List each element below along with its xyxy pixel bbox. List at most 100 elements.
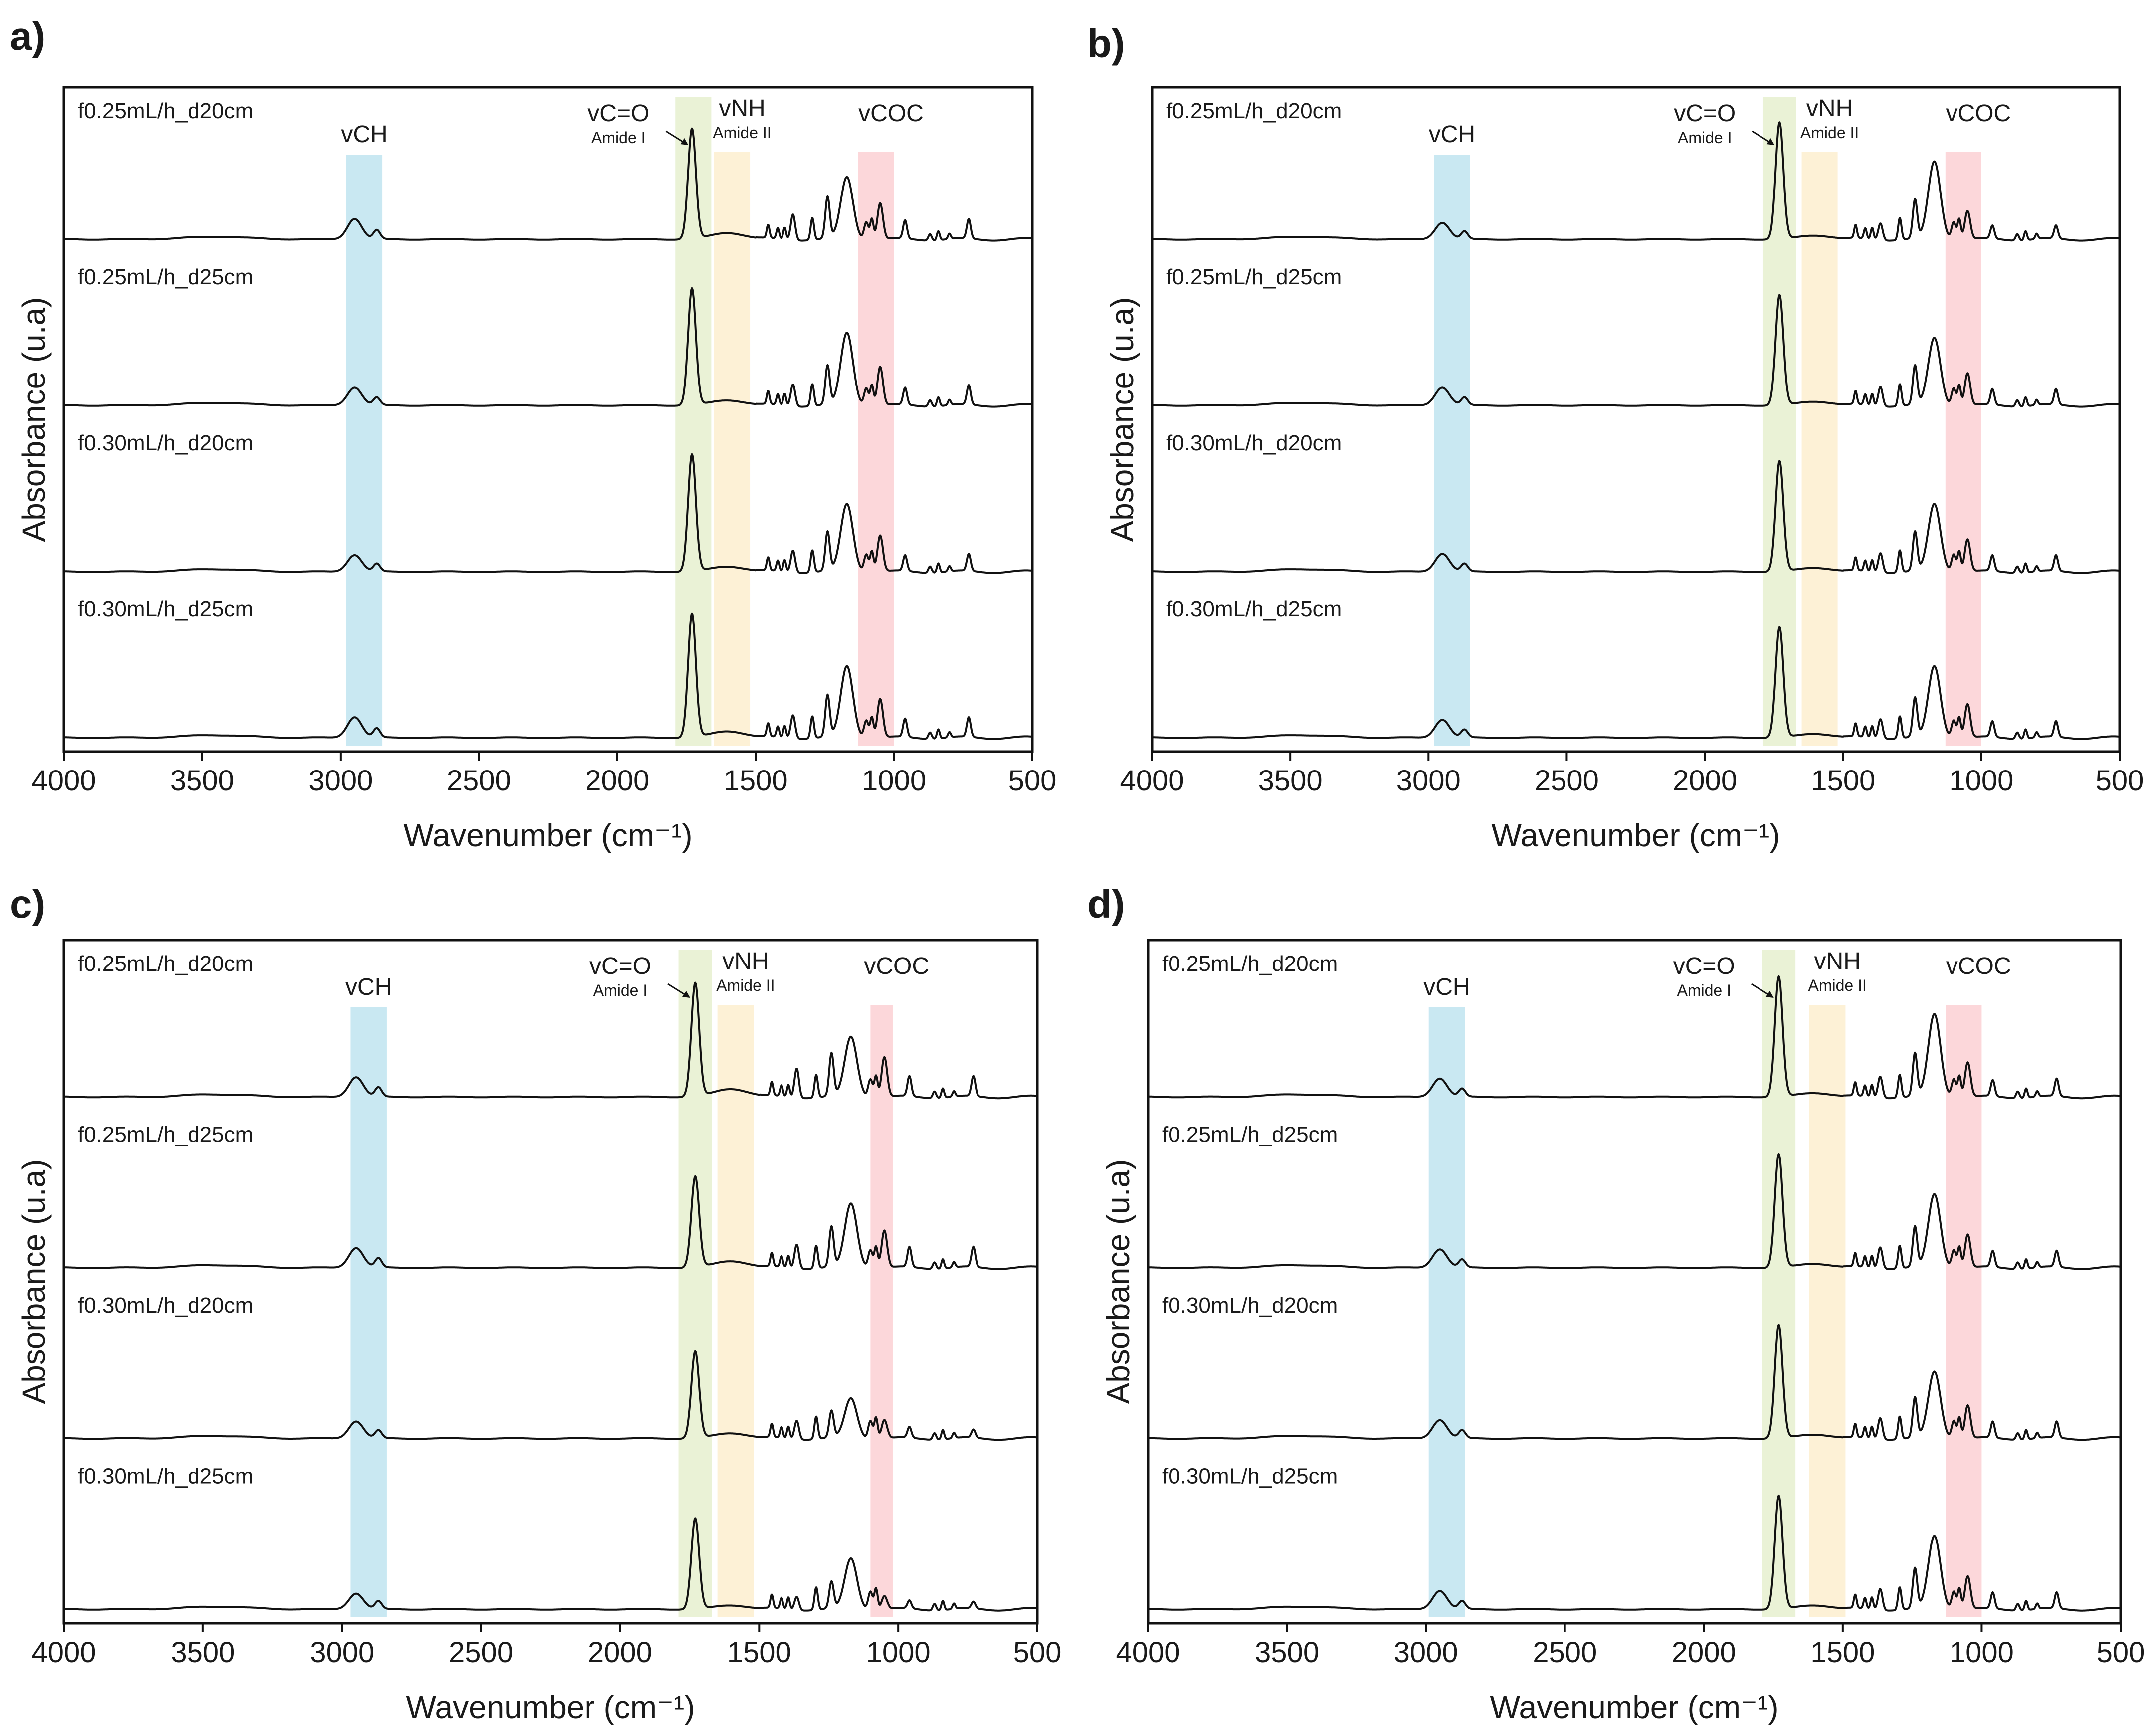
y-axis-title: Absorbance (u.a): [16, 1159, 52, 1404]
band-label-vcoc: vCOC: [1946, 100, 2011, 127]
series-label: f0.25mL/h_d20cm: [78, 99, 253, 123]
x-axis-title: Wavenumber (cm⁻¹): [1491, 817, 1780, 853]
x-tick-label: 1500: [1811, 765, 1875, 797]
spectrum-line: [1152, 626, 2120, 740]
spectrum-line: [63, 453, 1033, 574]
series-label: f0.25mL/h_d25cm: [78, 1123, 253, 1147]
x-tick-label: 1500: [1810, 1636, 1875, 1669]
band-sublabel-vco: Amide I: [591, 129, 645, 147]
arrow-head: [1766, 138, 1775, 145]
x-axis-title: Wavenumber (cm⁻¹): [406, 1689, 695, 1725]
spectrum-line: [1152, 460, 2120, 574]
band-label-vcoc: vCOC: [858, 100, 924, 127]
band-vco: [1762, 97, 1796, 746]
x-tick-label: 3500: [1255, 1636, 1319, 1669]
band-label-vnh: vNH: [722, 948, 769, 974]
x-tick-label: 2500: [1533, 1636, 1597, 1669]
panel-letter: b): [1087, 21, 1125, 66]
series-label: f0.30mL/h_d25cm: [1162, 1464, 1338, 1489]
band-label-vco: vC=O: [1673, 953, 1735, 979]
series-label: f0.25mL/h_d25cm: [1162, 1123, 1338, 1147]
x-tick-label: 1000: [1950, 1636, 2014, 1669]
y-axis-title: Absorbance (u.a): [1104, 297, 1140, 542]
x-tick-label: 2500: [449, 1636, 513, 1669]
band-sublabel-vco: Amide I: [593, 981, 647, 999]
band-vnh: [1801, 152, 1838, 746]
spectrum-line: [63, 1175, 1038, 1270]
spectrum-line: [63, 1517, 1038, 1612]
panel-letter: a): [10, 14, 45, 58]
band-sublabel-vnh: Amide II: [716, 976, 775, 994]
band-vcoc: [1945, 152, 1981, 746]
band-label-vcoc: vCOC: [864, 953, 929, 979]
plot-frame: [62, 939, 1039, 1625]
arrow-head: [680, 138, 689, 145]
x-tick-label: 2000: [1673, 765, 1737, 797]
band-label-vco: vC=O: [589, 953, 651, 979]
arrow-head: [682, 991, 691, 998]
spectrum-line: [1148, 1153, 2121, 1270]
x-tick-label: 500: [1008, 765, 1057, 797]
x-tick-label: 4000: [1116, 1636, 1180, 1669]
x-tick-label: 4000: [31, 765, 96, 797]
x-tick-label: 3500: [1258, 765, 1323, 797]
x-tick-label: 1000: [866, 1636, 931, 1669]
x-axis-title: Wavenumber (cm⁻¹): [403, 817, 692, 853]
x-tick-label: 1500: [727, 1636, 791, 1669]
band-vco: [678, 950, 712, 1617]
band-label-vch: vCH: [345, 974, 391, 1000]
spectrum-line: [1152, 121, 2120, 242]
x-tick-label: 4000: [1120, 765, 1184, 797]
x-tick-label: 2000: [588, 1636, 652, 1669]
series-label: f0.25mL/h_d20cm: [1162, 952, 1338, 976]
band-vcoc: [858, 152, 894, 746]
spectrum-line: [63, 1350, 1038, 1441]
series-label: f0.30mL/h_d25cm: [78, 597, 253, 621]
x-tick-label: 2000: [585, 765, 649, 797]
band-sublabel-vco: Amide I: [1678, 129, 1732, 147]
panel-letter: d): [1087, 882, 1125, 926]
x-tick-label: 1500: [724, 765, 788, 797]
series-label: f0.30mL/h_d25cm: [1166, 597, 1342, 621]
y-axis-title: Absorbance (u.a): [16, 297, 52, 542]
plot-frame: [1147, 939, 2122, 1625]
band-vch: [1428, 1007, 1465, 1617]
x-tick-label: 500: [2097, 1636, 2145, 1669]
series-label: f0.30mL/h_d20cm: [78, 1293, 253, 1318]
series-label: f0.25mL/h_d20cm: [1166, 99, 1342, 123]
spectrum-line: [1148, 1494, 2121, 1612]
x-tick-label: 3000: [1394, 1636, 1458, 1669]
x-tick-label: 1000: [862, 765, 926, 797]
arrow-head: [1765, 991, 1774, 998]
band-label-vco: vC=O: [1674, 100, 1736, 127]
x-tick-label: 1000: [1949, 765, 2013, 797]
band-vnh: [1809, 1005, 1846, 1617]
band-label-vnh: vNH: [1814, 948, 1861, 974]
band-sublabel-vco: Amide I: [1677, 981, 1731, 999]
band-sublabel-vnh: Amide II: [1800, 124, 1859, 142]
x-tick-label: 3000: [1396, 765, 1461, 797]
band-vco: [675, 97, 712, 746]
band-vco: [1762, 950, 1796, 1617]
x-tick-label: 2500: [447, 765, 511, 797]
series-label: f0.30mL/h_d20cm: [78, 431, 253, 455]
series-label: f0.25mL/h_d20cm: [78, 952, 253, 976]
band-vcoc: [870, 1005, 893, 1617]
x-axis-title: Wavenumber (cm⁻¹): [1490, 1689, 1778, 1725]
spectrum-line: [1148, 975, 2121, 1100]
spectrum-line: [63, 981, 1038, 1100]
band-label-vnh: vNH: [1806, 95, 1853, 122]
band-vnh: [714, 152, 751, 746]
series-label: f0.30mL/h_d20cm: [1166, 431, 1342, 455]
band-label-vnh: vNH: [719, 95, 765, 122]
chart-panel-2: f0.25mL/h_d20cm f0.25mL/h_d25cm f0.30mL/h_…: [1087, 21, 2144, 853]
band-label-vch: vCH: [341, 121, 387, 148]
chart-panel-1: f0.25mL/h_d20cm f0.25mL/h_d25cm f0.30mL/h_…: [10, 14, 1056, 853]
x-tick-label: 3500: [170, 765, 234, 797]
band-sublabel-vnh: Amide II: [713, 124, 771, 142]
x-tick-label: 4000: [31, 1636, 96, 1669]
plot-frame: [1151, 86, 2121, 753]
spectrum-line: [1152, 294, 2120, 408]
spectrum-line: [63, 127, 1033, 242]
